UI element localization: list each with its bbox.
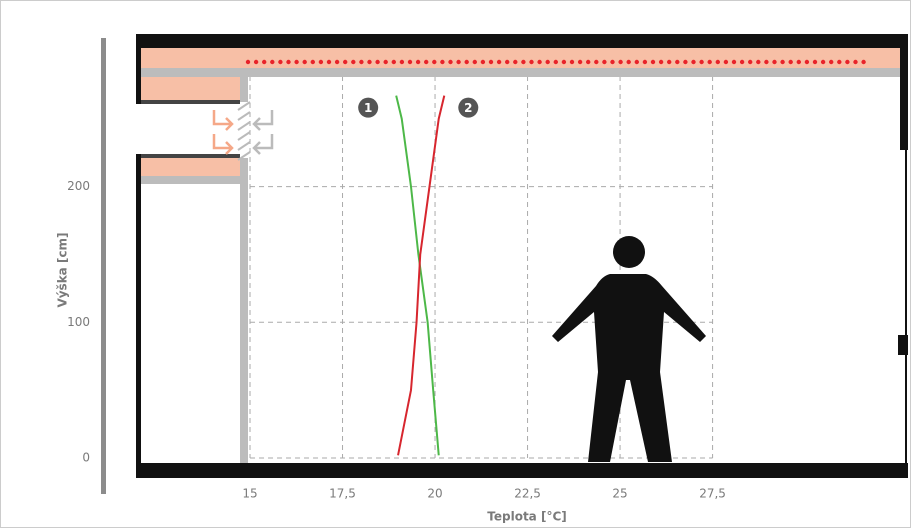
heater-dot — [343, 59, 348, 65]
x-tick-label: 17,5 — [329, 487, 356, 501]
heater-dot — [456, 59, 461, 65]
heater-dot — [529, 59, 534, 65]
x-axis-title: Teplota [°C] — [487, 510, 566, 524]
heater-dot — [253, 59, 259, 65]
y-tick-label: 100 — [67, 315, 90, 329]
heater-dot — [399, 59, 405, 65]
heater-dot — [820, 59, 826, 65]
heater-dot — [448, 59, 453, 65]
heater-dot — [748, 59, 753, 65]
heater-dot — [634, 59, 639, 65]
heater-dot — [715, 59, 720, 65]
heater-dot — [594, 59, 599, 65]
temperature-line — [397, 95, 446, 456]
heater-dot — [610, 59, 615, 65]
heater-dot — [853, 59, 858, 65]
heater-dot — [577, 59, 583, 65]
heater-dot — [424, 59, 429, 65]
heater-dot — [375, 59, 380, 65]
heater-dot — [561, 59, 567, 65]
heater-dot — [780, 59, 785, 65]
heater-dot — [764, 59, 769, 65]
x-tick-label: 15 — [242, 487, 257, 501]
heater-dot — [626, 59, 631, 65]
y-tick-label: 200 — [67, 179, 90, 193]
heater-dot — [464, 59, 469, 65]
heater-dot — [367, 59, 372, 65]
heater-dot — [294, 59, 299, 65]
heater-dot — [270, 59, 275, 65]
heater-dot — [391, 59, 396, 65]
heater-dot — [658, 59, 664, 65]
heater-dot — [707, 59, 712, 65]
x-tick-label: 27,5 — [699, 487, 726, 501]
y-axis-bar — [101, 38, 106, 494]
heater-dot — [861, 59, 866, 65]
heater-dot — [772, 59, 777, 65]
heater-dot — [845, 59, 850, 65]
heater-dot — [310, 59, 315, 65]
heater-dot — [262, 59, 267, 65]
heater-dot — [334, 59, 340, 65]
heater-dot — [480, 59, 486, 65]
heater-dot — [602, 59, 607, 65]
heater-dot — [318, 59, 324, 65]
x-tick-label: 20 — [427, 487, 442, 501]
heater-dot — [302, 59, 307, 65]
heater-dot — [739, 59, 745, 65]
heater-dot — [415, 59, 421, 65]
heater-dot — [586, 59, 591, 65]
heater-dot — [286, 59, 291, 65]
heater-dot — [432, 59, 437, 65]
heater-dot — [472, 59, 477, 65]
heater-dot — [537, 59, 542, 65]
legend-label: 1 — [364, 101, 372, 115]
heater-dot — [699, 59, 704, 65]
heater-dot — [756, 59, 761, 65]
heater-dot — [496, 59, 502, 65]
heater-dot — [383, 59, 388, 65]
heater-dot — [796, 59, 801, 65]
heater-dot — [513, 59, 518, 65]
heater-dot — [278, 59, 283, 65]
heater-dot — [667, 59, 672, 65]
heater-dot — [788, 59, 793, 65]
y-tick-label: 0 — [82, 451, 90, 465]
heater-dot — [675, 59, 680, 65]
heater-dot — [440, 59, 445, 65]
heater-dot — [731, 59, 737, 65]
heater-dot — [650, 59, 656, 65]
heater-dot — [683, 59, 688, 65]
legend-badge — [358, 97, 379, 118]
heater-dot — [245, 59, 251, 65]
heater-dot — [407, 59, 413, 65]
heater-dot — [553, 59, 558, 65]
heater-dot — [359, 59, 364, 65]
heater-dot — [351, 59, 356, 65]
heater-dot — [569, 59, 575, 65]
heater-dot — [691, 59, 696, 65]
heater-dot — [642, 59, 648, 65]
x-tick-label: 25 — [612, 487, 627, 501]
heater-dot — [505, 59, 510, 65]
heater-dot — [488, 59, 494, 65]
legend-label: 2 — [464, 101, 472, 115]
room — [136, 34, 908, 478]
heater-dot — [618, 59, 623, 65]
heater-dot — [545, 59, 550, 65]
x-tick-label: 22,5 — [514, 487, 541, 501]
heater-dot — [326, 59, 332, 65]
heater-dot — [521, 59, 526, 65]
heater-dot — [812, 59, 818, 65]
heater-dot — [829, 59, 834, 65]
heater-dot — [837, 59, 842, 65]
temperature-line — [395, 95, 440, 456]
y-axis-title: Výška [cm] — [56, 232, 70, 307]
heater-dot — [723, 59, 729, 65]
legend-badge — [458, 97, 479, 118]
heater-dot — [804, 59, 810, 65]
